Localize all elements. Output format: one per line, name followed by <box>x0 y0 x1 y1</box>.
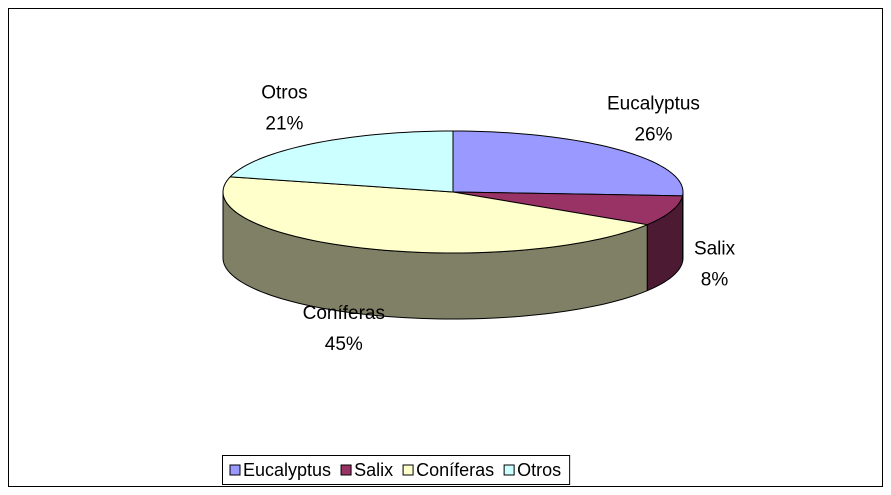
data-label-value: 45% <box>325 334 363 355</box>
data-labels: Eucalyptus 26% Salix 8% Coníferas 45% Otros 21% <box>261 82 735 355</box>
pie <box>222 130 684 320</box>
pie-slice <box>452 191 684 226</box>
pie-slice <box>222 176 648 254</box>
pie-slice <box>452 130 684 197</box>
legend-label: Otros <box>517 460 561 480</box>
legend-swatch <box>402 464 414 476</box>
data-label-value: 8% <box>701 269 729 290</box>
legend: Eucalyptus Salix Coníferas Otros <box>222 455 571 485</box>
legend-label: Eucalyptus <box>243 460 331 480</box>
data-label-value: 21% <box>265 113 303 134</box>
data-label-name: Otros <box>261 82 307 103</box>
legend-swatch <box>229 464 241 476</box>
legend-label: Coníferas <box>416 460 494 480</box>
data-label-name: Eucalyptus <box>607 93 700 114</box>
data-label-name: Coníferas <box>303 303 385 324</box>
legend-swatch <box>503 464 515 476</box>
legend-label: Salix <box>354 460 393 480</box>
pie-slice <box>229 130 454 193</box>
legend-swatch <box>340 464 352 476</box>
data-label-name: Salix <box>694 238 736 259</box>
data-label-value: 26% <box>634 124 672 145</box>
